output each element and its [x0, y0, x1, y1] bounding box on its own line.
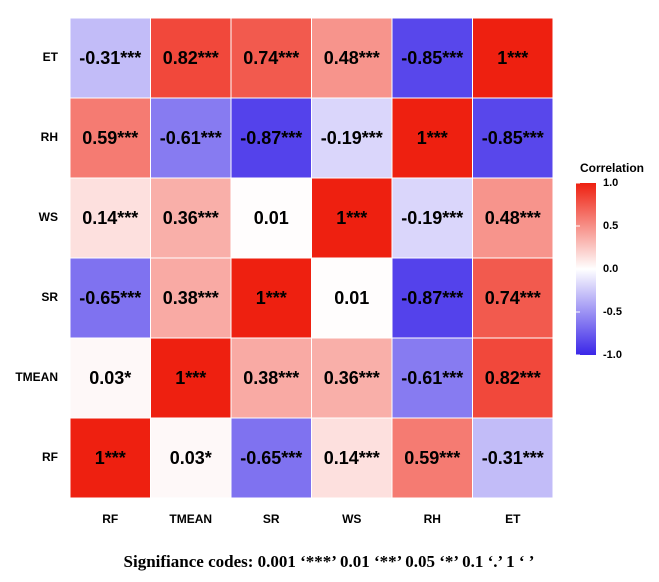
cell — [230, 177, 312, 259]
cell-label: -0.85*** — [482, 128, 544, 148]
colorbar-title: Correlation — [580, 161, 644, 175]
y-tick-label: RF — [42, 450, 58, 464]
cell — [69, 257, 151, 339]
cell-label: 1*** — [497, 48, 528, 68]
cell-label: 1*** — [336, 208, 367, 228]
colorbar-tick-label: 1.0 — [603, 177, 618, 189]
x-tick-label: ET — [505, 512, 521, 526]
cell-label: 0.14*** — [82, 208, 138, 228]
cell — [69, 177, 151, 259]
y-tick-label: ET — [43, 50, 59, 64]
cell — [150, 97, 232, 179]
x-tick-label: SR — [263, 512, 280, 526]
cell-label: -0.31*** — [79, 48, 141, 68]
cell-label: 0.59*** — [82, 128, 138, 148]
cell — [150, 417, 232, 499]
cell-label: 0.74*** — [485, 288, 541, 308]
cell-label: -0.61*** — [160, 128, 222, 148]
cell — [472, 17, 554, 99]
cell — [311, 257, 393, 339]
cell — [391, 417, 473, 499]
cell — [311, 417, 393, 499]
cell-label: -0.87*** — [240, 128, 302, 148]
cell-label: 0.36*** — [163, 208, 219, 228]
cell-label: 0.82*** — [485, 368, 541, 388]
cell-label: 0.14*** — [324, 448, 380, 468]
cell — [391, 97, 473, 179]
y-tick-label: WS — [39, 210, 58, 224]
cell-label: 1*** — [95, 448, 126, 468]
cell-label: 1*** — [256, 288, 287, 308]
cell-label: 0.59*** — [404, 448, 460, 468]
cell-label: 0.48*** — [324, 48, 380, 68]
cell — [230, 417, 312, 499]
x-tick-label: RH — [424, 512, 441, 526]
x-tick-label: RF — [102, 512, 118, 526]
cell-label: 1*** — [175, 368, 206, 388]
cell-label: -0.31*** — [482, 448, 544, 468]
y-tick-label: RH — [41, 130, 58, 144]
cell — [150, 177, 232, 259]
cell-label: 0.82*** — [163, 48, 219, 68]
cell-label: -0.65*** — [79, 288, 141, 308]
cell-label: 0.36*** — [324, 368, 380, 388]
cell-label: 0.38*** — [163, 288, 219, 308]
cell — [391, 337, 473, 419]
cell-label: -0.19*** — [401, 208, 463, 228]
cell-label: 0.48*** — [485, 208, 541, 228]
cell — [69, 417, 151, 499]
x-tick-label: WS — [342, 512, 361, 526]
cell-label: 0.01 — [254, 208, 289, 228]
cell-label: 0.03* — [89, 368, 131, 388]
cell-label: 0.38*** — [243, 368, 299, 388]
cell — [472, 177, 554, 259]
colorbar-tick-label: -0.5 — [603, 306, 622, 318]
cell — [311, 337, 393, 419]
cell-label: -0.65*** — [240, 448, 302, 468]
colorbar-tick-label: -1.0 — [603, 349, 622, 361]
cell-label: -0.85*** — [401, 48, 463, 68]
cell — [69, 337, 151, 419]
y-tick-label: SR — [41, 290, 58, 304]
colorbar — [576, 183, 596, 355]
cell-label: -0.19*** — [321, 128, 383, 148]
cell — [230, 337, 312, 419]
cell — [391, 17, 473, 99]
cell-label: 0.74*** — [243, 48, 299, 68]
cell-label: 0.03* — [170, 448, 212, 468]
cell — [230, 97, 312, 179]
cell — [472, 257, 554, 339]
cell — [472, 97, 554, 179]
cell-label: 0.01 — [334, 288, 369, 308]
cell — [472, 417, 554, 499]
colorbar-tick-label: 0.0 — [603, 263, 618, 275]
y-tick-label: TMEAN — [15, 370, 58, 384]
x-tick-label: TMEAN — [169, 512, 212, 526]
cell-label: 1*** — [417, 128, 448, 148]
cell — [69, 97, 151, 179]
caption: Signifiance codes: 0.001 ‘***’ 0.01 ‘**’… — [124, 552, 535, 571]
cell-label: -0.61*** — [401, 368, 463, 388]
cell-label: -0.87*** — [401, 288, 463, 308]
colorbar-tick-label: 0.5 — [603, 220, 618, 232]
